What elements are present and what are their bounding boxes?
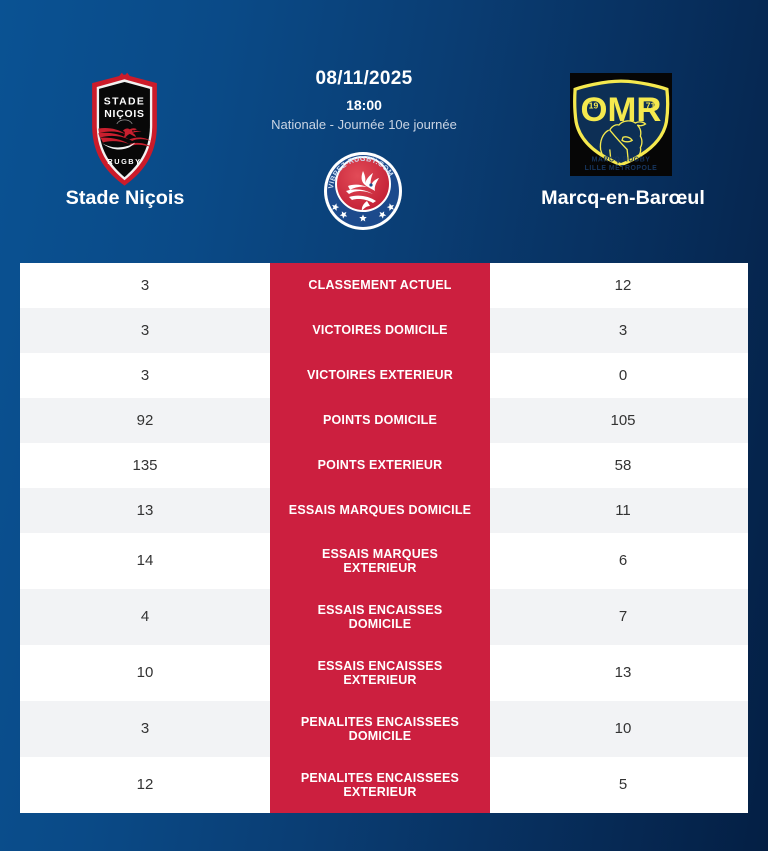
svg-text:STADE: STADE (103, 97, 144, 108)
svg-text:71: 71 (646, 101, 656, 111)
svg-text:RUGBY: RUGBY (107, 157, 141, 166)
svg-text:19: 19 (589, 101, 599, 111)
svg-text:LILLE MÉTROPOLE: LILLE MÉTROPOLE (585, 163, 658, 172)
svg-text:NIÇOIS: NIÇOIS (104, 109, 144, 120)
svg-text:MARCQ RUGBY: MARCQ RUGBY (592, 157, 651, 164)
